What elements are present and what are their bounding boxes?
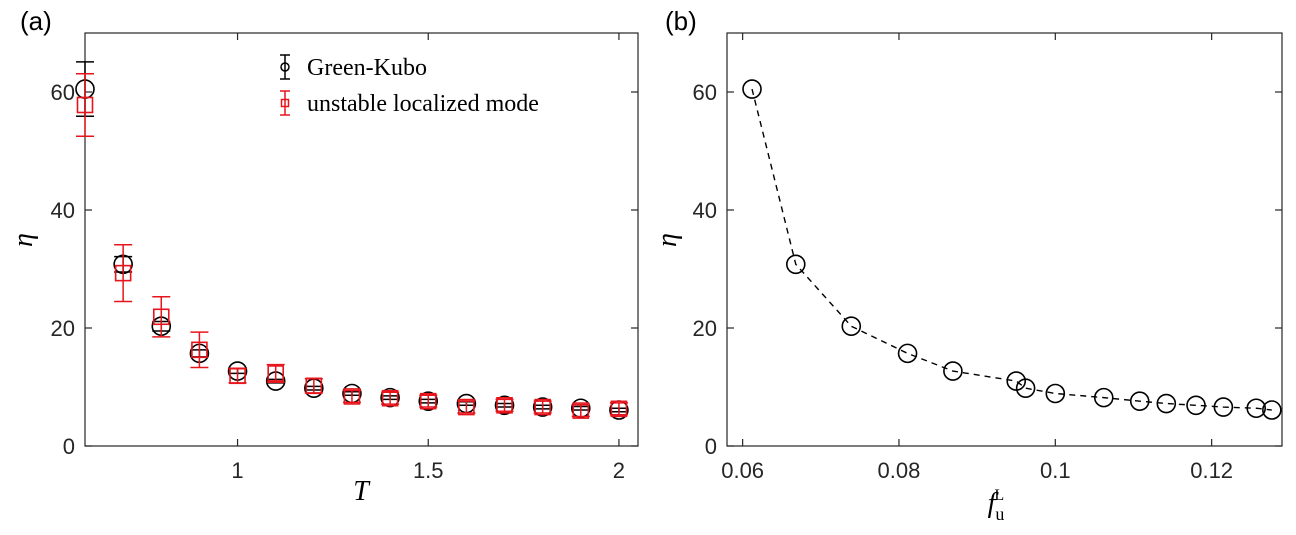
chart-panel-b: 0.06 0.08 0.1 0.12 0 20 40 60 fuL η xyxy=(652,32,1283,524)
legend-label: Green-Kubo xyxy=(307,55,427,81)
data-point-circle-b xyxy=(1129,391,1150,411)
y-tick-label-b: 40 xyxy=(693,198,717,223)
x-tick-label-a: 1 xyxy=(231,458,243,483)
data-point-circle-a xyxy=(494,395,515,416)
data-point-circle-b xyxy=(1045,383,1066,404)
data-point-square-a xyxy=(152,308,170,326)
panel-a-label: (a) xyxy=(20,6,52,36)
ticks-b: 0.06 0.08 0.1 0.12 0 20 40 60 xyxy=(693,33,1282,483)
x-tick-label-a: 1.5 xyxy=(413,458,444,483)
data-point-circle-b xyxy=(897,343,918,364)
data-point-circle-b xyxy=(1213,397,1234,417)
data-point-circle-b xyxy=(1186,395,1206,416)
data-point-square-a xyxy=(458,398,475,416)
data-point-square-a xyxy=(191,341,208,359)
y-tick-label-b: 0 xyxy=(705,434,717,459)
data-point-square-a xyxy=(76,96,94,114)
data-point-circle-b xyxy=(1156,393,1177,414)
data-point-circle-a xyxy=(380,387,400,408)
x-tick-label-b: 0.12 xyxy=(1190,458,1233,483)
y-tick-label-a: 60 xyxy=(51,80,75,105)
x-axis-label-b-main: f xyxy=(988,488,999,519)
data-point-circle-b xyxy=(1246,398,1267,419)
data-point-square-a xyxy=(267,365,284,382)
y-tick-label-a: 0 xyxy=(63,434,75,459)
legend-marker-square xyxy=(280,98,290,108)
data-point-circle-b xyxy=(1015,378,1036,398)
data-point-circle-b xyxy=(785,254,806,275)
y-tick-label-b: 60 xyxy=(693,80,717,105)
legend: Green-Kubo unstable localized mode xyxy=(280,54,539,117)
y-axis-label-b: η xyxy=(652,233,683,247)
data-a xyxy=(75,61,629,420)
series-line-b xyxy=(751,88,1272,411)
data-point-square-a xyxy=(534,398,551,416)
data-point-square-a xyxy=(419,392,437,410)
x-tick-label-b: 0.08 xyxy=(878,458,921,483)
data-point-square-a xyxy=(381,389,399,407)
x-axis-label-b: fuL xyxy=(988,487,1005,524)
plot-frame-a xyxy=(84,32,639,447)
x-tick-label-b: 0.06 xyxy=(721,458,764,483)
data-point-square-a xyxy=(343,388,361,405)
data-point-square-a xyxy=(496,396,513,414)
data-point-square-a xyxy=(114,264,132,282)
panel-b-label: (b) xyxy=(665,6,697,36)
x-axis-label-b-sup: L xyxy=(994,487,1004,504)
data-point-square-a xyxy=(305,377,323,395)
y-tick-label-a: 20 xyxy=(51,316,75,341)
y-tick-label-b: 20 xyxy=(693,316,717,341)
legend-label: unstable localized mode xyxy=(307,91,539,117)
data-point-circle-a xyxy=(418,391,439,411)
data-point-circle-b xyxy=(742,79,762,99)
data-point-circle-b xyxy=(1262,400,1282,420)
data-point-circle-b xyxy=(943,361,963,381)
data-b xyxy=(742,79,1282,420)
plot-frame-b xyxy=(726,32,1283,447)
x-tick-label-b: 0.1 xyxy=(1040,458,1071,483)
y-tick-label-a: 40 xyxy=(51,198,75,223)
x-axis-label-b-sub: u xyxy=(995,504,1004,524)
data-point-circle-a xyxy=(532,397,553,417)
legend-marker-circle xyxy=(280,62,290,72)
data-point-square-a xyxy=(610,400,628,418)
x-axis-label-a: T xyxy=(353,476,371,507)
data-point-circle-b xyxy=(1093,387,1114,408)
x-tick-label-a: 2 xyxy=(613,458,625,483)
y-axis-label-a: η xyxy=(8,233,39,247)
data-point-square-a xyxy=(229,367,246,385)
data-point-square-a xyxy=(572,402,590,419)
data-point-circle-b xyxy=(841,316,862,337)
